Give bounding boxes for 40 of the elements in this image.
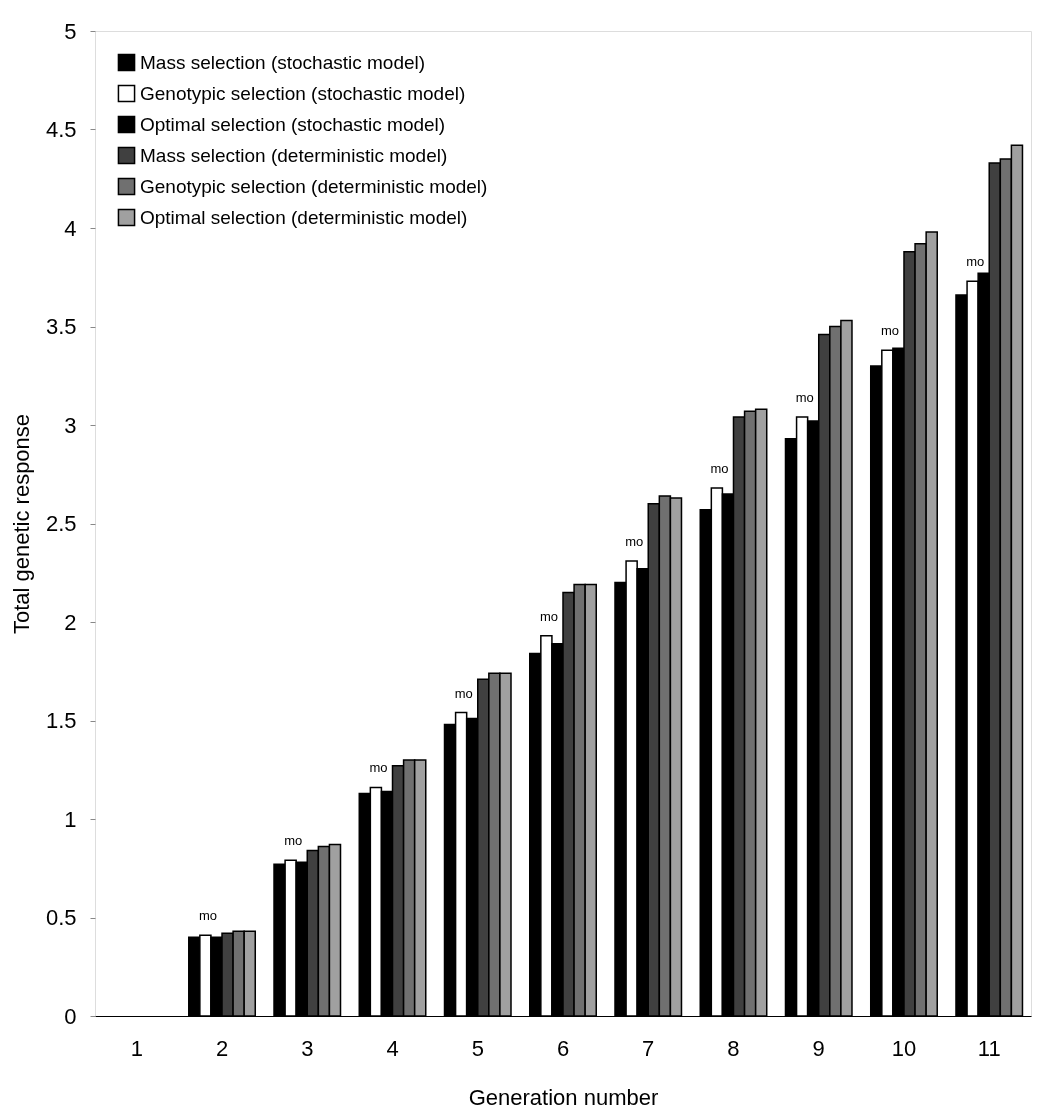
legend-label: Mass selection (stochastic model)	[140, 51, 426, 73]
x-tick-label: 8	[727, 1035, 740, 1061]
legend-label: Optimal selection (stochastic model)	[140, 113, 446, 135]
annotation: mo	[625, 533, 644, 549]
x-tick-label: 7	[642, 1035, 655, 1061]
annotation: mo	[454, 685, 473, 701]
y-tick-label: 3	[64, 412, 77, 438]
y-tick-label: 1.5	[45, 708, 77, 733]
x-tick-label: 9	[812, 1035, 825, 1061]
annotation: mo	[795, 390, 814, 406]
y-tick-label: 2.5	[45, 511, 77, 536]
x-tick-label: 5	[471, 1035, 484, 1061]
x-tick-label: 4	[386, 1035, 399, 1061]
x-tick-label: 6	[556, 1035, 570, 1061]
y-tick-label: 5	[64, 18, 77, 44]
annotation: mo	[880, 323, 900, 339]
y-tick-label: 2	[64, 609, 77, 635]
annotation: mo	[966, 254, 985, 270]
y-tick-label: 4.5	[45, 117, 77, 142]
x-tick-label: 1	[130, 1035, 143, 1061]
x-tick-label: 11	[977, 1035, 1001, 1061]
legend-label: Genotypic selection (stochastic model)	[140, 82, 466, 104]
x-tick-label: 3	[301, 1035, 314, 1061]
legend-label: Optimal selection (deterministic model)	[140, 206, 468, 228]
y-tick-label: 0	[64, 1003, 77, 1029]
annotation: mo	[710, 461, 729, 477]
y-tick-label: 0.5	[45, 905, 77, 930]
y-axis-title: Total genetic response	[8, 413, 34, 635]
legend-label: Genotypic selection (deterministic model)	[140, 175, 488, 197]
x-tick-label: 2	[215, 1035, 229, 1061]
legend-label: Mass selection (deterministic model)	[140, 144, 448, 166]
x-axis-title: Generation number	[468, 1084, 659, 1110]
annotation: mo	[198, 908, 218, 924]
annotation: mo	[369, 760, 388, 776]
x-tick-label: 10	[891, 1035, 917, 1061]
y-tick-label: 1	[64, 806, 77, 832]
annotation: mo	[284, 833, 303, 849]
y-tick-label: 4	[64, 215, 77, 241]
annotation: mo	[539, 608, 559, 624]
y-tick-label: 3.5	[45, 314, 77, 339]
